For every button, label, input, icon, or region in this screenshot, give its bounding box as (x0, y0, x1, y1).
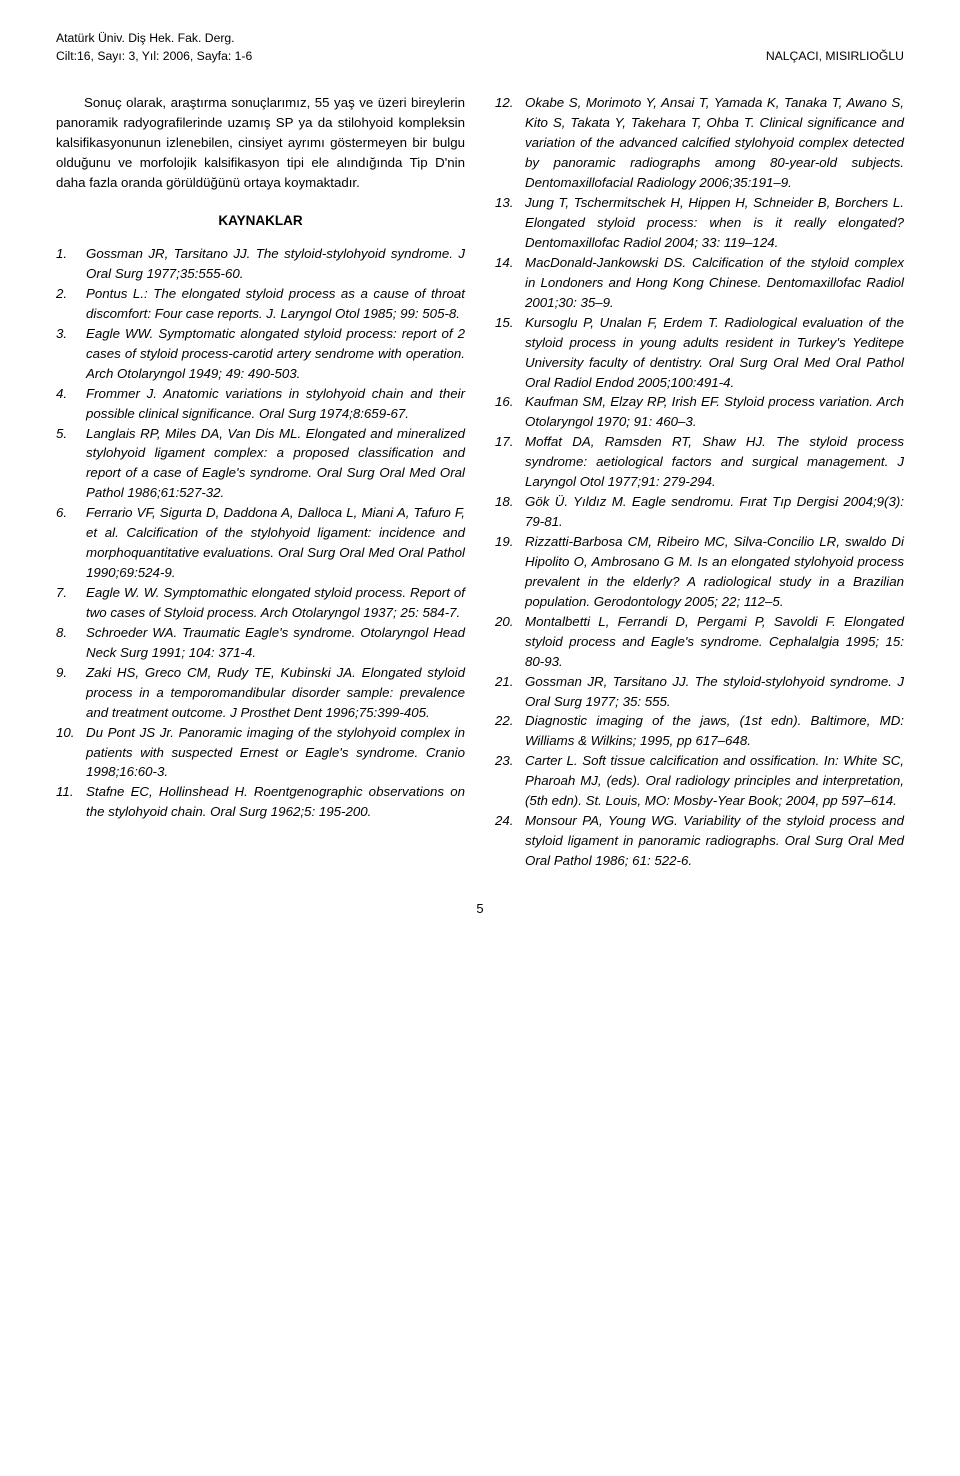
reference-item: Moffat DA, Ramsden RT, Shaw HJ. The styl… (495, 432, 904, 492)
reference-item: Monsour PA, Young WG. Variability of the… (495, 811, 904, 871)
reference-item: Diagnostic imaging of the jaws, (1st edn… (495, 711, 904, 751)
intro-paragraph: Sonuç olarak, araştırma sonuçlarımız, 55… (56, 93, 465, 193)
reference-item: Eagle W. W. Symptomathic elongated stylo… (56, 583, 465, 623)
reference-item: Frommer J. Anatomic variations in styloh… (56, 384, 465, 424)
reference-item: Jung T, Tschermitschek H, Hippen H, Schn… (495, 193, 904, 253)
authors: NALÇACI, MISIRLIOĞLU (766, 48, 904, 66)
references-list-right: Okabe S, Morimoto Y, Ansai T, Yamada K, … (495, 93, 904, 871)
reference-item: Zaki HS, Greco CM, Rudy TE, Kubinski JA.… (56, 663, 465, 723)
reference-item: Kaufman SM, Elzay RP, Irish EF. Styloid … (495, 392, 904, 432)
reference-item: Montalbetti L, Ferrandi D, Pergami P, Sa… (495, 612, 904, 672)
page-number: 5 (56, 901, 904, 916)
reference-item: Gossman JR, Tarsitano JJ. The styloid-st… (56, 244, 465, 284)
content-row: Sonuç olarak, araştırma sonuçlarımız, 55… (56, 93, 904, 871)
right-column: Okabe S, Morimoto Y, Ansai T, Yamada K, … (495, 93, 904, 871)
left-column: Sonuç olarak, araştırma sonuçlarımız, 55… (56, 93, 465, 871)
references-list-left: Gossman JR, Tarsitano JJ. The styloid-st… (56, 244, 465, 822)
reference-item: Kursoglu P, Unalan F, Erdem T. Radiologi… (495, 313, 904, 393)
reference-item: Okabe S, Morimoto Y, Ansai T, Yamada K, … (495, 93, 904, 193)
reference-item: Rizzatti-Barbosa CM, Ribeiro MC, Silva-C… (495, 532, 904, 612)
reference-item: Schroeder WA. Traumatic Eagle's syndrome… (56, 623, 465, 663)
issue-info: Cilt:16, Sayı: 3, Yıl: 2006, Sayfa: 1-6 (56, 48, 252, 66)
references-heading: KAYNAKLAR (56, 213, 465, 228)
reference-item: Langlais RP, Miles DA, Van Dis ML. Elong… (56, 424, 465, 504)
reference-item: Gök Ü. Yıldız M. Eagle sendromu. Fırat T… (495, 492, 904, 532)
page-header: Atatürk Üniv. Diş Hek. Fak. Derg. Cilt:1… (56, 30, 904, 65)
reference-item: Gossman JR, Tarsitano JJ. The styloid-st… (495, 672, 904, 712)
reference-item: Pontus L.: The elongated styloid process… (56, 284, 465, 324)
header-right: NALÇACI, MISIRLIOĞLU (766, 30, 904, 65)
reference-item: Ferrario VF, Sigurta D, Daddona A, Dallo… (56, 503, 465, 583)
journal-name: Atatürk Üniv. Diş Hek. Fak. Derg. (56, 30, 252, 48)
header-left: Atatürk Üniv. Diş Hek. Fak. Derg. Cilt:1… (56, 30, 252, 65)
reference-item: Carter L. Soft tissue calcification and … (495, 751, 904, 811)
reference-item: Stafne EC, Hollinshead H. Roentgenograph… (56, 782, 465, 822)
reference-item: Du Pont JS Jr. Panoramic imaging of the … (56, 723, 465, 783)
reference-item: MacDonald-Jankowski DS. Calcification of… (495, 253, 904, 313)
reference-item: Eagle WW. Symptomatic alongated styloid … (56, 324, 465, 384)
